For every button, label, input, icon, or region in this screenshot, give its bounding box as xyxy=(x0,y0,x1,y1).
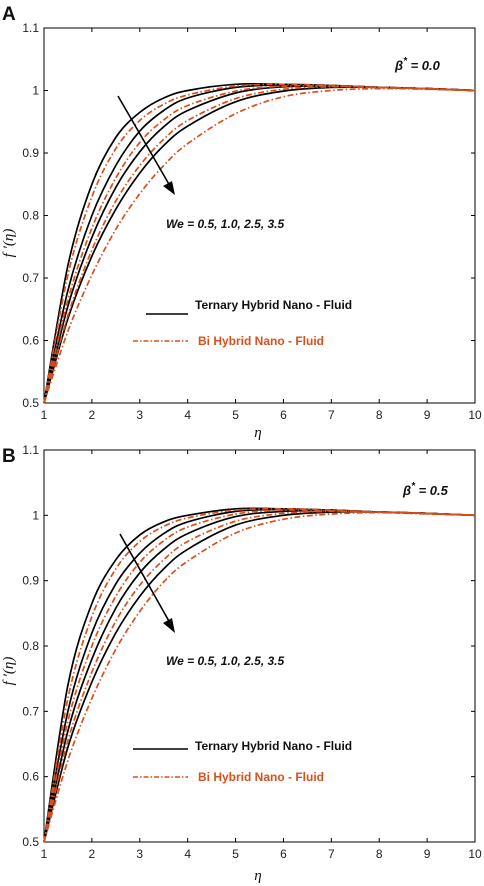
trend-arrow-shaft-b xyxy=(119,533,171,624)
x-tick-label-b-7: 8 xyxy=(376,847,383,861)
y-tick-label-a-2: 0.7 xyxy=(22,271,39,285)
x-axis-label-b: η xyxy=(254,868,261,884)
beta-label-a: β* = 0.0 xyxy=(394,56,441,73)
y-tick-label-a-6: 1.1 xyxy=(22,21,39,35)
trend-arrow-shaft-a xyxy=(117,95,171,187)
y-tick-label-b-2: 0.7 xyxy=(22,704,39,718)
series-line-ternary-we-2-5-a xyxy=(43,85,476,404)
x-tick-label-b-9: 10 xyxy=(468,847,482,861)
panel-letter-b: B xyxy=(2,446,16,467)
legend-label-bi-b: Bi Hybrid Nano - Fluid xyxy=(198,770,324,784)
x-tick-label-b-0: 1 xyxy=(41,847,48,861)
legend-b: Ternary Hybrid Nano - Fluid Bi Hybrid Na… xyxy=(133,739,352,784)
beta-symbol-b: β xyxy=(402,483,411,498)
series-a xyxy=(43,82,476,404)
y-tick-label-b-5: 1 xyxy=(32,508,39,522)
panel-letter-a: A xyxy=(2,4,16,25)
x-tick-label-a-6: 7 xyxy=(328,408,335,422)
beta-symbol-a: β xyxy=(394,58,403,73)
series-line-ternary-we-3-5-b xyxy=(43,510,476,843)
chart-a-svg: A 1 2 3 4 5 6 7 8 9 10 0.5 0.6 0.7 0.8 0.9 1 1.1 η f ′(η… xyxy=(1,4,482,441)
chart-panel-a: A 1 2 3 4 5 6 7 8 9 10 0.5 0.6 0.7 0.8 0.9 1 1.1 η f ′(η… xyxy=(1,4,482,441)
trend-arrow-a xyxy=(117,95,175,195)
chart-panel-b: B 1 2 3 4 5 6 7 8 9 10 0.5 0.6 0.7 0.8 0.9 1 1.1 η f ′(η… xyxy=(0,443,484,886)
y-tick-label-b-4: 0.9 xyxy=(22,574,39,588)
y-tick-label-b-0: 0.5 xyxy=(22,835,39,849)
legend-label-bi-a: Bi Hybrid Nano - Fluid xyxy=(198,334,324,348)
x-tick-label-a-3: 4 xyxy=(184,408,191,422)
legend-label-ternary-a: Ternary Hybrid Nano - Fluid xyxy=(195,298,352,312)
x-tick-label-a-7: 8 xyxy=(376,408,383,422)
y-tick-label-a-4: 0.9 xyxy=(22,146,39,160)
y-tick-label-b-6: 1.1 xyxy=(22,443,39,457)
series-line-ternary-we-0-5-b xyxy=(43,507,476,843)
x-axis-label-a: η xyxy=(254,425,261,441)
y-tick-label-a-3: 0.8 xyxy=(22,209,39,223)
beta-value-a: = 0.0 xyxy=(407,58,441,73)
x-tick-label-b-3: 4 xyxy=(184,847,191,861)
x-tick-label-b-8: 9 xyxy=(424,847,431,861)
series-line-bi-we-2-5-b xyxy=(43,510,476,843)
x-tick-label-a-8: 9 xyxy=(424,408,431,422)
series-line-bi-we-3-5-b xyxy=(43,511,476,843)
series-line-ternary-we-3-5-a xyxy=(43,86,476,404)
legend-label-ternary-b: Ternary Hybrid Nano - Fluid xyxy=(195,739,352,753)
series-line-bi-we-1-b xyxy=(43,509,476,843)
beta-value-b: = 0.5 xyxy=(415,483,449,498)
y-axis-label-b: f ′(η) xyxy=(1,657,17,686)
series-line-bi-we-1-a xyxy=(43,84,476,404)
x-tick-label-a-4: 5 xyxy=(232,408,239,422)
series-line-bi-we-0-5-b xyxy=(43,507,476,843)
x-tick-label-a-9: 10 xyxy=(468,408,482,422)
series-line-bi-we-2-5-a xyxy=(43,85,476,404)
legend-a: Ternary Hybrid Nano - Fluid Bi Hybrid Na… xyxy=(133,298,352,348)
trend-arrow-b xyxy=(119,533,175,633)
y-tick-label-a-5: 1 xyxy=(32,84,39,98)
ticks-a: 1 2 3 4 5 6 7 8 9 10 0.5 0.6 0.7 0.8 0.9 1 1.1 xyxy=(22,21,482,422)
chart-b-svg: B 1 2 3 4 5 6 7 8 9 10 0.5 0.6 0.7 0.8 0.9 1 1.1 η f ′(η… xyxy=(1,443,482,884)
y-axis-label-a: f ′(η) xyxy=(1,229,17,258)
x-tick-label-b-1: 2 xyxy=(89,847,96,861)
x-tick-label-b-4: 5 xyxy=(232,847,239,861)
series-line-bi-we-3-5-a xyxy=(43,87,476,404)
y-tick-label-b-1: 0.6 xyxy=(22,770,39,784)
trend-arrowhead-b xyxy=(163,618,175,633)
x-tick-label-a-0: 1 xyxy=(41,408,48,422)
beta-star-b: * xyxy=(411,481,416,492)
x-tick-label-b-2: 3 xyxy=(136,847,143,861)
we-annotation-b: We = 0.5, 1.0, 2.5, 3.5 xyxy=(166,654,285,668)
beta-label-b: β* = 0.5 xyxy=(402,481,449,498)
series-line-ternary-we-1-b xyxy=(43,508,476,843)
y-tick-label-b-3: 0.8 xyxy=(22,639,39,653)
series-line-ternary-we-2-5-b xyxy=(43,509,476,843)
y-tick-label-a-1: 0.6 xyxy=(22,334,39,348)
series-line-ternary-we-1-a xyxy=(43,83,476,404)
beta-star-a: * xyxy=(403,56,408,67)
x-tick-label-a-2: 3 xyxy=(136,408,143,422)
y-tick-label-a-0: 0.5 xyxy=(22,396,39,410)
x-tick-label-a-1: 2 xyxy=(89,408,96,422)
x-tick-label-b-5: 6 xyxy=(280,847,287,861)
x-tick-label-a-5: 6 xyxy=(280,408,287,422)
ticks-b: 1 2 3 4 5 6 7 8 9 10 0.5 0.6 0.7 0.8 0.9 1 1.1 xyxy=(22,443,482,861)
series-b xyxy=(43,507,476,843)
we-annotation-a: We = 0.5, 1.0, 2.5, 3.5 xyxy=(166,217,285,231)
trend-arrowhead-a xyxy=(163,181,175,195)
x-tick-label-b-6: 7 xyxy=(328,847,335,861)
